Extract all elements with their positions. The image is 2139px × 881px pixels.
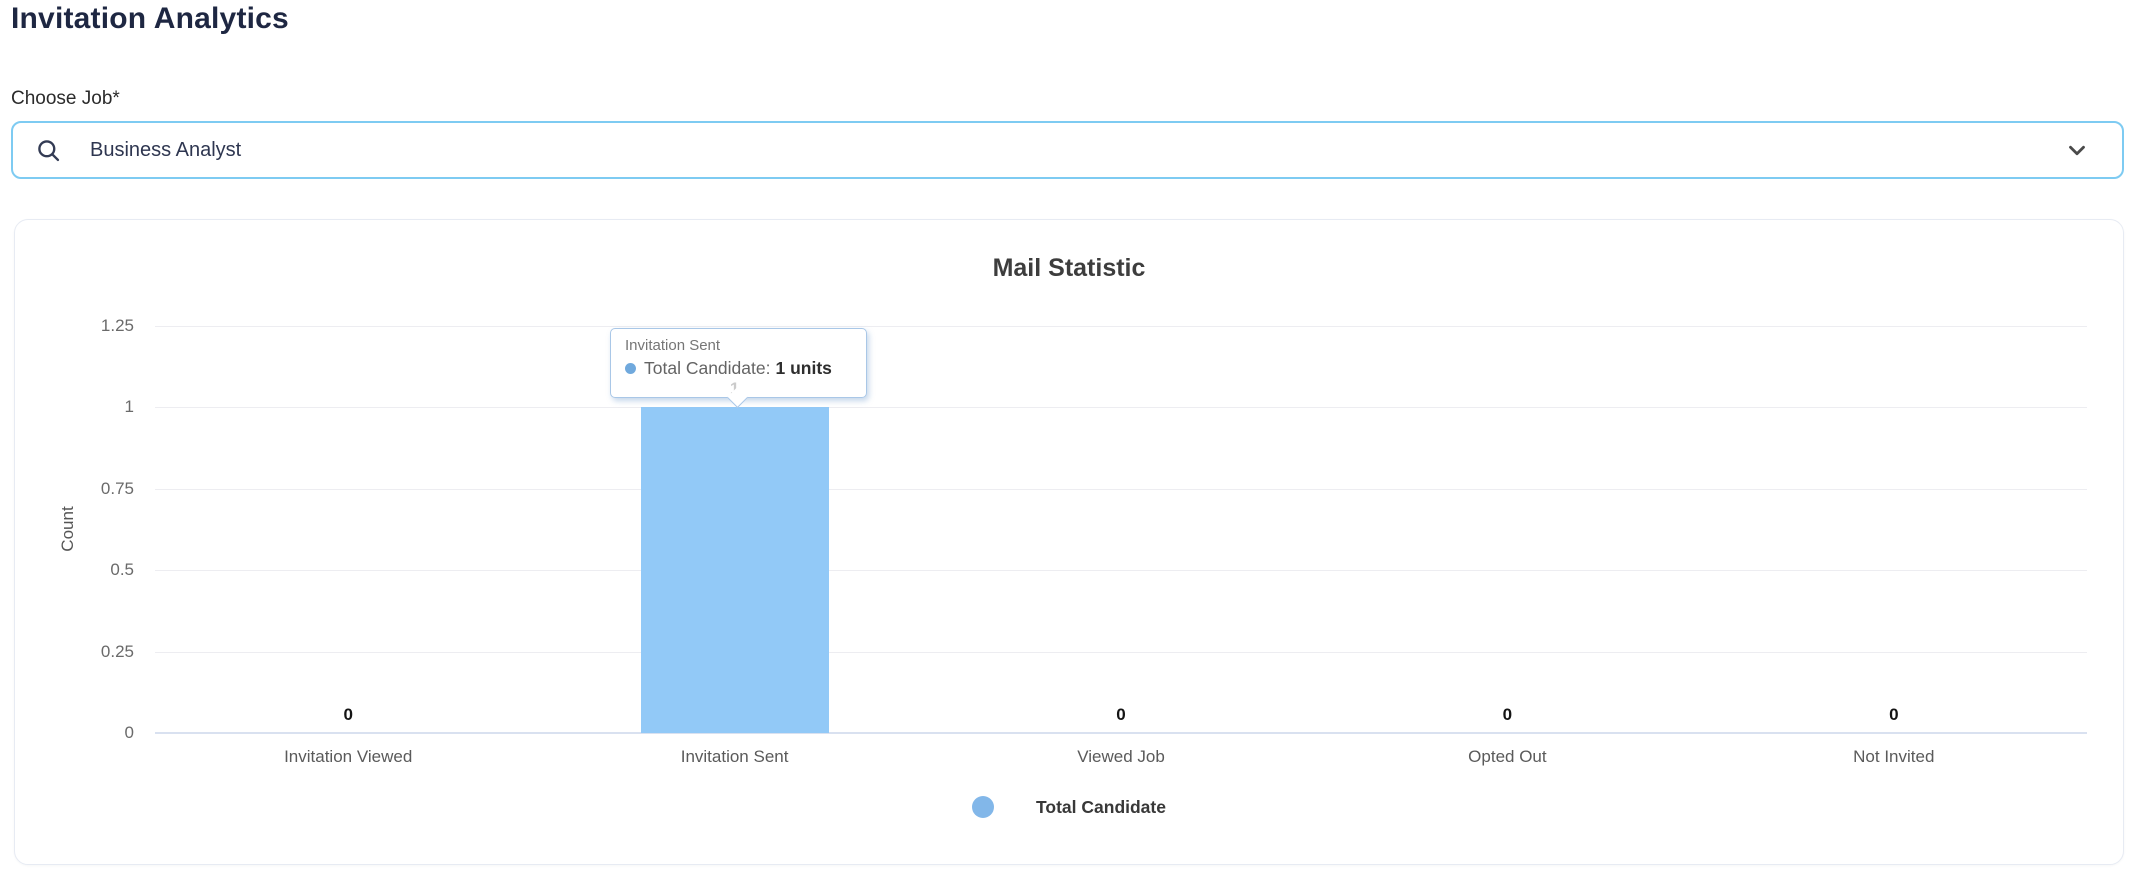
- tooltip-value: 1 units: [775, 358, 832, 378]
- mail-statistic-card: Mail Statistic Count 0 0.25 0.5 0.75 1 1.25 0 I…: [14, 219, 2124, 865]
- job-select-value: Business Analyst: [90, 138, 242, 161]
- legend-dot-icon: [972, 796, 995, 818]
- y-tick-label: 0.25: [100, 641, 134, 661]
- legend-label: Total Candidate: [1036, 796, 1166, 817]
- gridline: [155, 488, 2087, 490]
- bar-value-label: 0: [1116, 705, 1126, 724]
- chart-legend[interactable]: Total Candidate: [15, 796, 2123, 818]
- bar-invitation-sent[interactable]: [640, 407, 829, 733]
- tooltip-row: Total Candidate: 1 units: [625, 358, 866, 379]
- gridline: [155, 570, 2087, 572]
- x-axis-line: [155, 732, 2087, 734]
- x-axis-label: Opted Out: [1468, 747, 1547, 766]
- x-axis-label: Invitation Sent: [680, 747, 789, 766]
- y-tick-label: 1.25: [100, 316, 134, 335]
- y-tick-label: 0.75: [100, 478, 134, 498]
- choose-job-label: Choose Job*: [11, 88, 120, 109]
- tooltip-title: Invitation Sent: [625, 337, 721, 354]
- bar-chart: Count 0 0.25 0.5 0.75 1 1.25 0 Invitation Viewe…: [15, 220, 2123, 864]
- bar-value-label: 0: [1502, 705, 1513, 724]
- page-title: Invitation Analytics: [11, 2, 289, 35]
- y-axis-title: Count: [58, 506, 77, 552]
- tooltip-series-dot-icon: [625, 363, 636, 374]
- chart-tooltip: Invitation Sent Total Candidate: 1 units: [610, 328, 867, 409]
- gridline: [155, 651, 2087, 653]
- x-axis-label: Not Invited: [1853, 747, 1935, 766]
- search-icon: [35, 137, 62, 164]
- x-axis-label: Invitation Viewed: [284, 747, 413, 766]
- bar-value-label: 0: [1889, 705, 1899, 724]
- gridline: [155, 407, 2087, 409]
- y-tick-label: 1: [124, 397, 134, 417]
- job-select-dropdown[interactable]: Business Analyst: [11, 121, 2124, 179]
- y-tick-label: 0.5: [110, 560, 134, 580]
- tooltip-series-label: Total Candidate:: [644, 358, 771, 378]
- x-axis-label: Viewed Job: [1077, 747, 1165, 766]
- chart-title: Mail Statistic: [992, 254, 1146, 282]
- gridline: [155, 326, 2087, 327]
- y-tick-label: 0: [124, 723, 134, 742]
- chevron-down-icon[interactable]: [2064, 137, 2090, 163]
- bar-value-label: 0: [343, 705, 353, 724]
